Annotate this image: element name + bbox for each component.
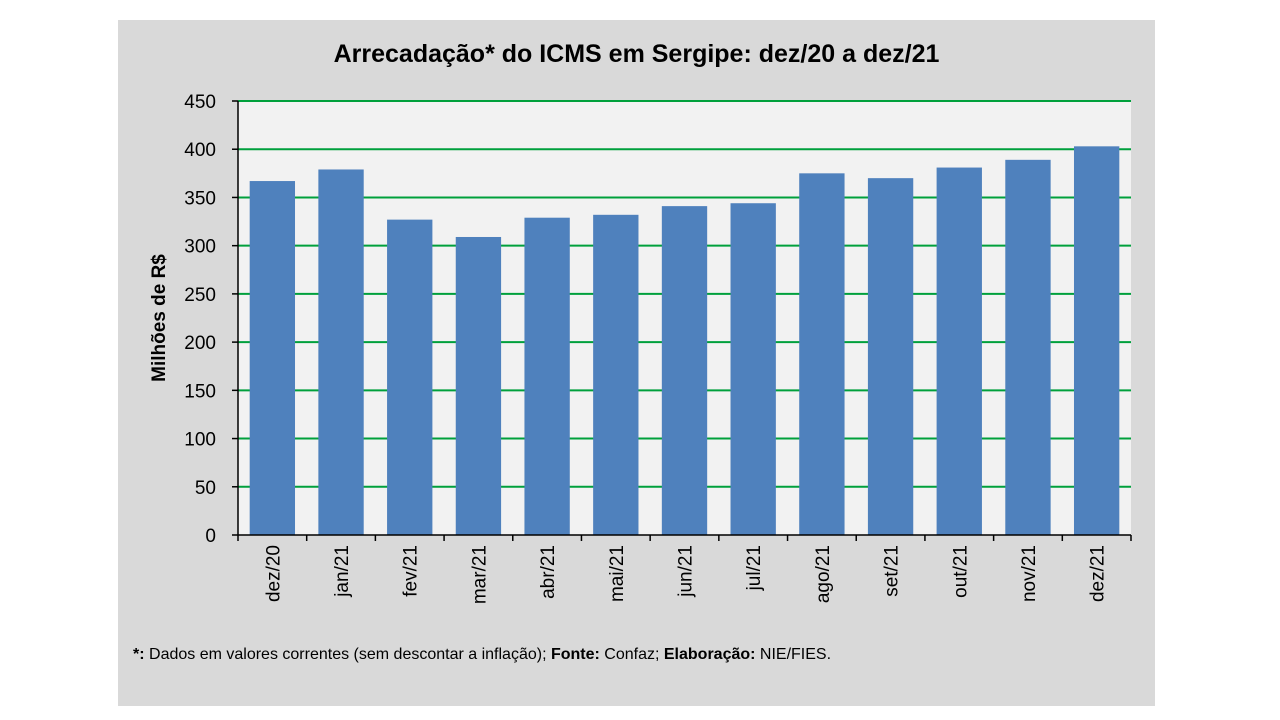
footnote-elaboracao-label: Elaboração: — [663, 646, 756, 663]
x-tick-label-mai-21: mai/21 — [607, 545, 628, 602]
footnote-elaboracao-value: NIE/FIES. — [755, 646, 832, 663]
y-tick-label-300: 300 — [184, 237, 216, 258]
y-tick-label-450: 450 — [184, 92, 216, 113]
y-tick-label-200: 200 — [184, 333, 216, 354]
y-axis-label: Milhões de R$ — [149, 254, 170, 382]
y-tick-label-50: 50 — [195, 478, 216, 499]
footnote-fonte-label: Fonte: — [550, 646, 600, 663]
x-tick-label-fev-21: fev/21 — [401, 545, 422, 597]
x-tick-label-jan-21: jan/21 — [332, 545, 353, 598]
x-tick-label-jul-21: jul/21 — [744, 545, 765, 591]
x-tick-label-ago-21: ago/21 — [813, 545, 834, 603]
bar-dez-21 — [1073, 146, 1120, 535]
bar-mai-21 — [593, 214, 639, 535]
bar-fev-21 — [387, 219, 433, 536]
y-tick-label-400: 400 — [184, 140, 216, 161]
bar-set-21 — [867, 178, 914, 535]
y-tick-label-350: 350 — [184, 188, 216, 209]
x-tick-label-out-21: out/21 — [950, 545, 971, 598]
bar-jul-21 — [730, 203, 776, 535]
bar-ago-21 — [799, 173, 845, 536]
x-tick-label-abr-21: abr/21 — [538, 545, 559, 599]
y-tick-label-100: 100 — [184, 430, 216, 451]
bar-jan-21 — [318, 169, 364, 535]
bar-mar-21 — [455, 236, 502, 535]
footnote-mark: *: — [133, 646, 145, 663]
bar-nov-21 — [1005, 159, 1051, 535]
x-tick-label-mar-21: mar/21 — [469, 545, 490, 604]
bar-abr-21 — [524, 217, 570, 535]
footnote-text: Dados em valores correntes (sem desconta… — [144, 646, 551, 663]
x-tick-label-dez-20: dez/20 — [263, 545, 284, 602]
x-tick-label-nov-21: nov/21 — [1019, 545, 1040, 602]
y-tick-label-150: 150 — [184, 381, 216, 402]
y-tick-label-250: 250 — [184, 285, 216, 306]
footnote: *: Dados em valores correntes (sem desco… — [133, 646, 831, 664]
x-tick-label-jun-21: jun/21 — [676, 545, 697, 598]
y-tick-label-0: 0 — [205, 526, 216, 547]
bar-out-21 — [936, 167, 982, 535]
x-tick-label-dez-21: dez/21 — [1088, 545, 1109, 602]
bar-jun-21 — [661, 206, 708, 535]
bar-dez-20 — [249, 181, 296, 535]
chart-title: Arrecadação* do ICMS em Sergipe: dez/20 … — [333, 40, 940, 68]
footnote-fonte-value: Confaz; — [599, 646, 664, 663]
x-tick-label-set-21: set/21 — [882, 545, 903, 597]
